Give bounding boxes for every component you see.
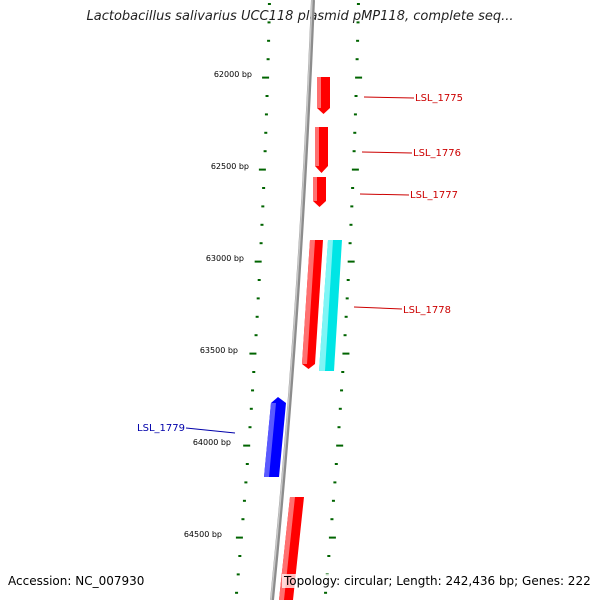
map-title: Lactobacillus salivarius UCC118 plasmid … bbox=[86, 9, 514, 24]
ruler-label-64500: 64500 bp bbox=[184, 530, 222, 539]
gene-lsl-1779-leader bbox=[185, 427, 236, 434]
rna-feature-shade bbox=[319, 240, 333, 371]
gene-lsl-1777-shade bbox=[313, 177, 317, 201]
rna-feature[interactable] bbox=[319, 240, 342, 371]
gene-lsl-1778-shade bbox=[302, 240, 315, 364]
backbone-highlight bbox=[270, 0, 313, 600]
ruler-label-64000: 64000 bp bbox=[193, 438, 231, 447]
gene-lsl-1776-leader bbox=[361, 151, 413, 154]
gene-lsl-1777-label[interactable]: LSL_1777 bbox=[410, 190, 458, 201]
ruler-label-62000: 62000 bp bbox=[214, 70, 252, 79]
gene-lsl-1775[interactable]: LSL_1775 bbox=[317, 77, 463, 114]
gene-lsl-1779-label[interactable]: LSL_1779 bbox=[137, 423, 185, 434]
gene-lsl-1778-label[interactable]: LSL_1778 bbox=[403, 305, 451, 316]
ruler-ticks bbox=[235, 3, 363, 594]
backbone-line bbox=[270, 0, 315, 600]
gene-lsl-1775-shade bbox=[317, 77, 321, 108]
gene-lsl-1778[interactable]: LSL_1778 bbox=[302, 240, 451, 369]
gene-lsl-1777[interactable]: LSL_1777 bbox=[313, 177, 458, 207]
gene-lsl-1775-label[interactable]: LSL_1775 bbox=[415, 93, 463, 104]
gene-lsl-1777-leader bbox=[359, 193, 410, 196]
topology-text: Topology: circular; Length: 242,436 bp; … bbox=[282, 574, 593, 588]
gene-lsl-1776-shade bbox=[315, 127, 319, 166]
ruler-label-63500: 63500 bp bbox=[200, 346, 238, 355]
gene-lsl-1776[interactable]: LSL_1776 bbox=[315, 127, 461, 173]
gene-lsl-1779-shade bbox=[264, 403, 276, 477]
gene-lsl-1779[interactable]: LSL_1779 bbox=[137, 397, 286, 477]
ruler-label-62500: 62500 bp bbox=[211, 162, 249, 171]
accession-text: Accession: NC_007930 bbox=[8, 574, 145, 588]
gene-lsl-1775-leader bbox=[363, 96, 415, 99]
gene-lsl-1776-label[interactable]: LSL_1776 bbox=[413, 148, 461, 159]
ruler-label-63000: 63000 bp bbox=[206, 254, 244, 263]
backbone bbox=[270, 0, 315, 600]
gene-lsl-1778-leader bbox=[353, 306, 403, 310]
